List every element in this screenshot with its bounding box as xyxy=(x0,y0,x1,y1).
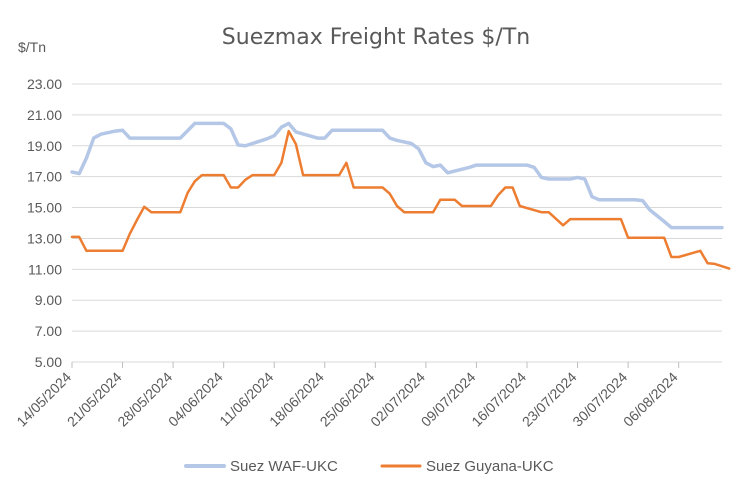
x-axis-ticks: 14/05/202421/05/202428/05/202404/06/2024… xyxy=(13,362,681,430)
gridlines xyxy=(72,83,722,363)
y-tick-label: 17.00 xyxy=(27,169,62,185)
x-tick-label: 04/06/2024 xyxy=(165,369,226,430)
series-lines xyxy=(70,121,731,270)
y-tick-label: 9.00 xyxy=(35,292,62,308)
y-tick-label: 15.00 xyxy=(27,200,62,216)
y-tick-label: 21.00 xyxy=(27,107,62,123)
y-tick-label: 13.00 xyxy=(27,230,62,246)
series-line-0 xyxy=(70,121,724,230)
chart-title: Suezmax Freight Rates $/Tn xyxy=(222,25,530,50)
y-axis-ticks: 5.00 7.00 9.00 11.00 13.00 15.00 17.00 19.00 21.… xyxy=(27,76,62,370)
y-tick-label: 19.00 xyxy=(27,138,62,154)
legend: Suez WAF-UKC Suez Guyana-UKC xyxy=(184,458,554,475)
legend-label-guyana-ukc: Suez Guyana-UKC xyxy=(426,458,554,475)
y-axis-unit-label: $/Tn xyxy=(18,39,46,55)
legend-label-waf-ukc: Suez WAF-UKC xyxy=(230,458,338,475)
x-tick-label: 06/08/2024 xyxy=(620,369,681,430)
y-tick-label: 5.00 xyxy=(35,354,62,370)
y-tick-label: 7.00 xyxy=(35,323,62,339)
y-tick-label: 11.00 xyxy=(28,261,62,277)
y-tick-label: 23.00 xyxy=(27,76,62,92)
series-line-1 xyxy=(70,129,731,270)
